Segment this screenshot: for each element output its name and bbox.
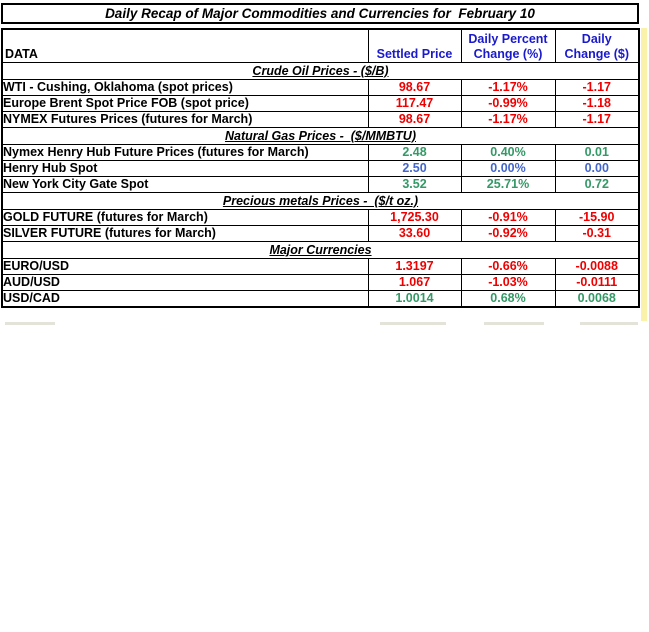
row-label-cell: AUD/USD	[1, 274, 369, 291]
commodities-currencies-table: DATA Settled Price Daily Percent Change …	[1, 28, 640, 308]
row-label-cell: SILVER FUTURE (futures for March)	[1, 225, 369, 242]
settled-price-cell: 1.3197	[367, 258, 462, 275]
table-title-bar: Daily Recap of Major Commodities and Cur…	[1, 3, 639, 24]
daily-change-cell: 0.72	[554, 176, 640, 193]
section-label-cell: Natural Gas Prices - ($/MMBTU)	[1, 127, 640, 145]
daily-percent-change-cell: -0.92%	[460, 225, 556, 242]
section-label-cell: Crude Oil Prices - ($/B)	[1, 62, 640, 80]
table-row: SILVER FUTURE (futures for March) 33.60 -0…	[1, 225, 640, 242]
row-label-cell: USD/CAD	[1, 290, 369, 308]
settled-price-cell: 2.48	[367, 144, 462, 161]
row-label-cell: Nymex Henry Hub Future Prices (futures f…	[1, 144, 369, 161]
table-row: Henry Hub Spot 2.50 0.00% 0.00	[1, 160, 640, 177]
daily-change-cell: -15.90	[554, 209, 640, 226]
section-label-cell: Precious metals Prices - ($/t oz.)	[1, 192, 640, 210]
daily-change-cell: -0.0088	[554, 258, 640, 275]
section-header-row: Natural Gas Prices - ($/MMBTU)	[1, 127, 640, 145]
column-header-daily-change: Daily Change ($)	[554, 28, 640, 63]
page-title: Daily Recap of Major Commodities and Cur…	[105, 6, 535, 21]
section-label: Major Currencies	[269, 243, 372, 257]
column-header-settled-price: Settled Price	[367, 28, 462, 63]
section-label: Natural Gas Prices - ($/MMBTU)	[224, 129, 416, 143]
column-header-daily-percent-change: Daily Percent Change (%)	[460, 28, 556, 63]
daily-percent-change-cell: -0.66%	[460, 258, 556, 275]
daily-change-cell: -0.31	[554, 225, 640, 242]
table-row: Nymex Henry Hub Future Prices (futures f…	[1, 144, 640, 161]
table-row: Europe Brent Spot Price FOB (spot price)…	[1, 95, 640, 112]
settled-price-cell: 1.067	[367, 274, 462, 291]
settled-price-cell: 98.67	[367, 79, 462, 96]
row-label-cell: GOLD FUTURE (futures for March)	[1, 209, 369, 226]
settled-price-cell: 2.50	[367, 160, 462, 177]
table-row: New York City Gate Spot 3.52 25.71% 0.72	[1, 176, 640, 193]
yellow-edge-strip	[641, 28, 647, 321]
section-label: Crude Oil Prices - ($/B)	[252, 64, 389, 78]
daily-percent-change-cell: -0.91%	[460, 209, 556, 226]
row-label-cell: New York City Gate Spot	[1, 176, 369, 193]
row-label-cell: NYMEX Futures Prices (futures for March)	[1, 111, 369, 128]
ghost-artifact	[5, 322, 55, 325]
section-header-row: Major Currencies	[1, 241, 640, 259]
ghost-artifact	[380, 322, 446, 325]
daily-change-cell: -1.18	[554, 95, 640, 112]
table-row: EURO/USD 1.3197 -0.66% -0.0088	[1, 258, 640, 275]
daily-percent-change-cell: -1.17%	[460, 111, 556, 128]
section-label: Precious metals Prices - ($/t oz.)	[222, 194, 419, 208]
section-label-cell: Major Currencies	[1, 241, 640, 259]
ghost-artifact	[484, 322, 544, 325]
row-label-cell: Europe Brent Spot Price FOB (spot price)	[1, 95, 369, 112]
daily-percent-change-cell: 25.71%	[460, 176, 556, 193]
daily-percent-change-cell: -1.17%	[460, 79, 556, 96]
daily-change-cell: 0.01	[554, 144, 640, 161]
settled-price-cell: 3.52	[367, 176, 462, 193]
daily-percent-change-cell: -0.99%	[460, 95, 556, 112]
row-label-cell: EURO/USD	[1, 258, 369, 275]
table-row: AUD/USD 1.067 -1.03% -0.0111	[1, 274, 640, 291]
row-label-cell: WTI - Cushing, Oklahoma (spot prices)	[1, 79, 369, 96]
daily-change-cell: -0.0111	[554, 274, 640, 291]
section-header-row: Precious metals Prices - ($/t oz.)	[1, 192, 640, 210]
column-header-row: DATA Settled Price Daily Percent Change …	[1, 28, 640, 63]
daily-change-cell: -1.17	[554, 79, 640, 96]
settled-price-cell: 33.60	[367, 225, 462, 242]
daily-percent-change-cell: 0.00%	[460, 160, 556, 177]
settled-price-cell: 1.0014	[367, 290, 462, 308]
daily-percent-change-cell: 0.68%	[460, 290, 556, 308]
row-label-cell: Henry Hub Spot	[1, 160, 369, 177]
daily-percent-change-cell: 0.40%	[460, 144, 556, 161]
daily-change-cell: -1.17	[554, 111, 640, 128]
column-header-data: DATA	[1, 28, 369, 63]
section-header-row: Crude Oil Prices - ($/B)	[1, 62, 640, 80]
daily-change-cell: 0.0068	[554, 290, 640, 308]
table-row: GOLD FUTURE (futures for March) 1,725.30-…	[1, 209, 640, 226]
settled-price-cell: 117.47	[367, 95, 462, 112]
settled-price-cell: 1,725.30	[367, 209, 462, 226]
table-row: USD/CAD 1.0014 0.68% 0.0068	[1, 290, 640, 308]
table-row: WTI - Cushing, Oklahoma (spot prices) 98.…	[1, 79, 640, 96]
table-row: NYMEX Futures Prices (futures for March)…	[1, 111, 640, 128]
daily-percent-change-cell: -1.03%	[460, 274, 556, 291]
ghost-artifact	[580, 322, 638, 325]
daily-change-cell: 0.00	[554, 160, 640, 177]
settled-price-cell: 98.67	[367, 111, 462, 128]
